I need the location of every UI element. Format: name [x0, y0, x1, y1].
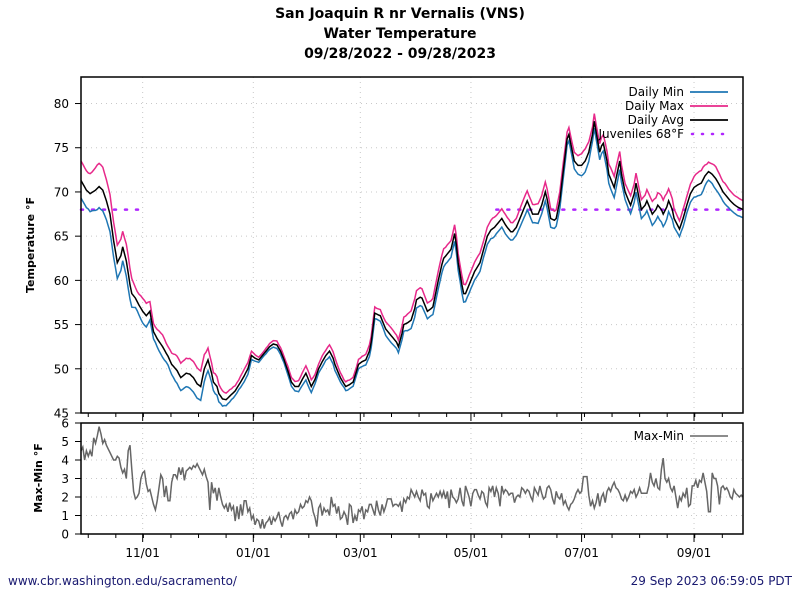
legend-label: Juveniles 68°F: [597, 127, 684, 141]
bottom-panel-legend: Max-Min: [634, 429, 728, 443]
bottom-y-tick-label: 3: [61, 472, 69, 486]
bottom-y-tick-label: 0: [61, 528, 69, 542]
x-tick-label: 09/01: [677, 546, 712, 560]
top-y-tick-label: 60: [54, 274, 69, 288]
bottom-y-tick-label: 1: [61, 509, 69, 523]
bottom-y-tick-label: 6: [61, 417, 69, 431]
legend-label: Daily Min: [629, 85, 684, 99]
bottom-y-tick-label: 4: [61, 454, 69, 468]
chart-title-daterange: 09/28/2022 - 09/28/2023: [304, 46, 496, 62]
x-tick-label: 03/01: [343, 546, 378, 560]
bottom-y-tick-label: 5: [61, 435, 69, 449]
x-tick-label: 11/01: [125, 546, 160, 560]
daily-avg-line: [80, 121, 744, 401]
top-panel-series: [79, 113, 745, 407]
top-y-tick-label: 65: [54, 230, 69, 244]
bottom-panel-gridlines: [81, 423, 743, 534]
legend-label: Max-Min: [634, 429, 684, 443]
top-y-tick-label: 80: [54, 97, 69, 111]
legend-label: Daily Avg: [628, 113, 684, 127]
top-y-tick-label: 50: [54, 362, 69, 376]
top-y-tick-label: 55: [54, 318, 69, 332]
chart-title-station: San Joaquin R nr Vernalis (VNS): [275, 6, 525, 22]
bottom-panel-series: [80, 426, 744, 529]
top-y-axis-title: Temperature °F: [24, 197, 37, 293]
top-y-tick-label: 70: [54, 185, 69, 199]
x-tick-label: 01/01: [236, 546, 271, 560]
max-min-range-line: [80, 426, 744, 529]
x-tick-label: 07/01: [564, 546, 599, 560]
top-panel-axes: 45 50 55 60 65 70 75 80: [54, 97, 723, 421]
chart-title-block: San Joaquin R nr Vernalis (VNS) Water Te…: [0, 4, 800, 64]
top-panel-frame: [80, 76, 744, 414]
legend-label: Daily Max: [625, 99, 684, 113]
bottom-y-tick-label: 2: [61, 491, 69, 505]
top-y-tick-label: 75: [54, 141, 69, 155]
top-y-tick-label: 45: [54, 407, 69, 421]
bottom-panel-axes: 0 1 2 3 4 5 6 11/01 01/01 03/01 05/01 07/01 09/01: [61, 417, 723, 560]
chart-title-parameter: Water Temperature: [323, 26, 477, 42]
source-url-link[interactable]: www.cbr.washington.edu/sacramento/: [8, 574, 237, 588]
daily-min-line: [80, 127, 744, 407]
daily-max-line: [80, 113, 744, 394]
generated-timestamp: 29 Sep 2023 06:59:05 PDT: [630, 574, 792, 588]
bottom-y-axis-title: Max-Min °F: [32, 443, 45, 512]
x-tick-label: 05/01: [454, 546, 489, 560]
